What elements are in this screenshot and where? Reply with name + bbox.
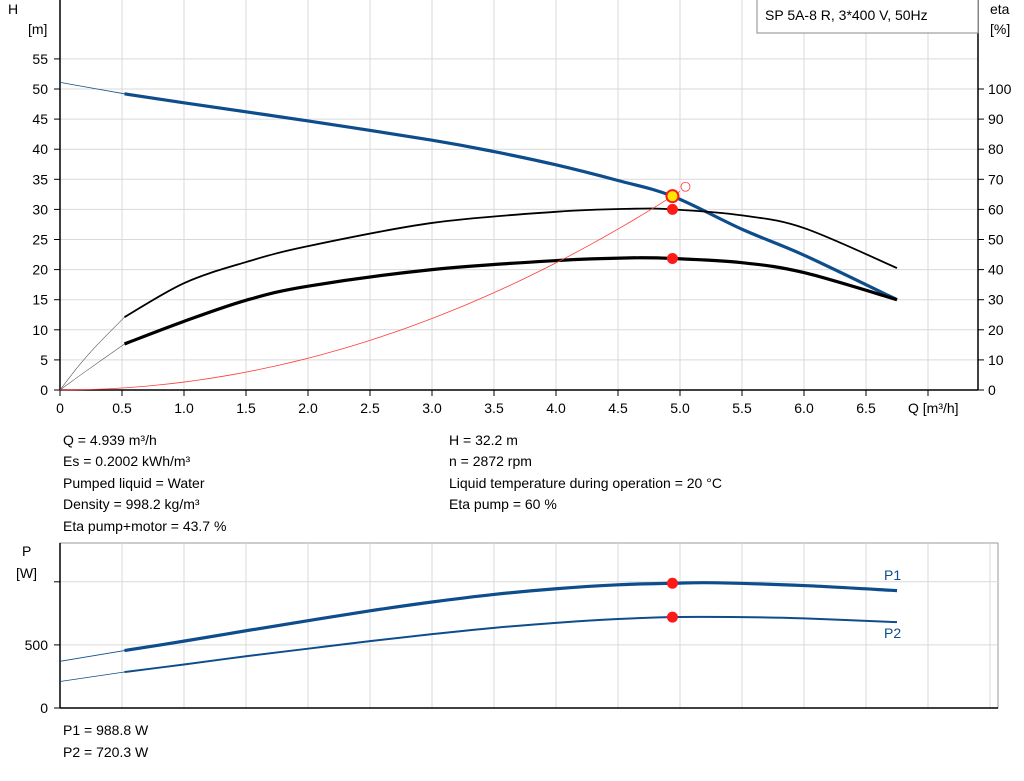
eta-pump-curve-extension (59, 316, 125, 391)
p2-curve (124, 615, 898, 674)
info-eta-pump: Eta pump = 60 % (449, 496, 557, 512)
y2-tick-label: 90 (988, 111, 1004, 127)
info-liquid: Pumped liquid = Water (63, 475, 205, 491)
y2-tick-label: 10 (988, 352, 1004, 368)
y-tick-label: 50 (32, 81, 48, 97)
head-curve-extension (59, 81, 125, 95)
y-tick-label: 25 (32, 232, 48, 248)
y-tick-label: 5 (40, 352, 48, 368)
y2-tick-label: 80 (988, 141, 1004, 157)
power-chart-curves (59, 577, 898, 682)
p1-curve-extension (59, 650, 125, 662)
x-tick-label: 0.5 (112, 400, 132, 416)
eta-total-curve-extension (59, 343, 125, 391)
power-chart-tick-labels: 0 500 (25, 581, 60, 716)
power-y-tick-label: 500 (25, 637, 49, 653)
y2-tick-label: 30 (988, 292, 1004, 308)
power-axis-unit: [W] (16, 565, 37, 581)
y-tick-label: 20 (32, 262, 48, 278)
info-eta-total: Eta pump+motor = 43.7 % (63, 518, 226, 534)
y-tick-label: 45 (32, 111, 48, 127)
info-left: Q = 4.939 m³/h Es = 0.2002 kWh/m³ Pumped… (63, 432, 226, 534)
y2-tick-label: 100 (988, 81, 1012, 97)
x-tick-label: 5.0 (670, 400, 690, 416)
y-tick-label: 30 (32, 201, 48, 217)
info-temperature: Liquid temperature during operation = 20… (449, 475, 722, 491)
p1-curve (124, 581, 898, 653)
x-tick-label: 1.5 (236, 400, 256, 416)
info-p2: P2 = 720.3 W (63, 744, 149, 760)
y-tick-label: 55 (32, 51, 48, 67)
p2-curve-extension (59, 671, 125, 682)
x-tick-label: 0 (56, 400, 64, 416)
y-axis-unit-m: [m] (28, 21, 47, 37)
system-curve-end-marker (680, 181, 691, 192)
duty-point-eta-pump (666, 203, 678, 215)
eta-total-curve (123, 256, 898, 346)
info-flow: Q = 4.939 m³/h (63, 432, 157, 448)
duty-point-head (665, 189, 680, 204)
x-tick-label: 2.5 (360, 400, 380, 416)
power-chart-grid (59, 542, 999, 709)
head-chart-grid (59, 0, 979, 391)
head-chart-curves (59, 81, 898, 391)
power-y-tick-label: 0 (40, 700, 48, 716)
y2-axis-label-eta: eta (990, 1, 1010, 17)
y2-tick-label: 50 (988, 232, 1004, 248)
y-tick-label: 40 (32, 141, 48, 157)
y-axis-label-h: H (8, 1, 18, 17)
info-speed: n = 2872 rpm (449, 453, 532, 469)
y-tick-label: 35 (32, 171, 48, 187)
y2-tick-label: 20 (988, 322, 1004, 338)
x-tick-label: 6.5 (856, 400, 876, 416)
x-tick-label: 2.0 (298, 400, 318, 416)
duty-point-p1 (666, 577, 678, 589)
power-axis-label: P (22, 543, 31, 559)
info-density: Density = 998.2 kg/m³ (63, 496, 200, 512)
duty-point-p2 (666, 611, 678, 623)
p1-series-label: P1 (884, 567, 901, 583)
y2-tick-label: 0 (988, 382, 996, 398)
y2-axis-unit-percent: [%] (990, 21, 1010, 37)
y2-tick-label: 70 (988, 171, 1004, 187)
x-tick-label: 1.0 (174, 400, 194, 416)
head-chart-tick-labels: 0 5 10 15 20 25 30 35 40 45 50 55 0 10 20 30 40 50 60 70 80 9… (32, 51, 1011, 416)
duty-point-eta-total (666, 252, 678, 264)
x-tick-label: 4.5 (608, 400, 628, 416)
x-tick-label: 4.0 (546, 400, 566, 416)
system-curve (59, 191, 681, 391)
y2-tick-label: 40 (988, 262, 1004, 278)
p2-series-label: P2 (884, 625, 901, 641)
x-tick-label: 3.5 (484, 400, 504, 416)
info-right: H = 32.2 m n = 2872 rpm Liquid temperatu… (449, 432, 722, 512)
y2-tick-label: 60 (988, 201, 1004, 217)
x-tick-label: 6.0 (794, 400, 814, 416)
pump-title: SP 5A-8 R, 3*400 V, 50Hz (765, 7, 928, 23)
eta-pump-curve (124, 207, 898, 318)
title-box (756, 0, 979, 34)
x-tick-label: 5.5 (732, 400, 752, 416)
x-axis-label: Q [m³/h] (908, 400, 959, 416)
x-tick-label: 3.0 (422, 400, 442, 416)
y-tick-label: 15 (32, 292, 48, 308)
info-head: H = 32.2 m (449, 432, 518, 448)
y-tick-label: 10 (32, 322, 48, 338)
head-curve (124, 92, 898, 302)
info-energy: Es = 0.2002 kWh/m³ (63, 453, 191, 469)
y-tick-label: 0 (40, 382, 48, 398)
info-p1: P1 = 988.8 W (63, 722, 149, 738)
